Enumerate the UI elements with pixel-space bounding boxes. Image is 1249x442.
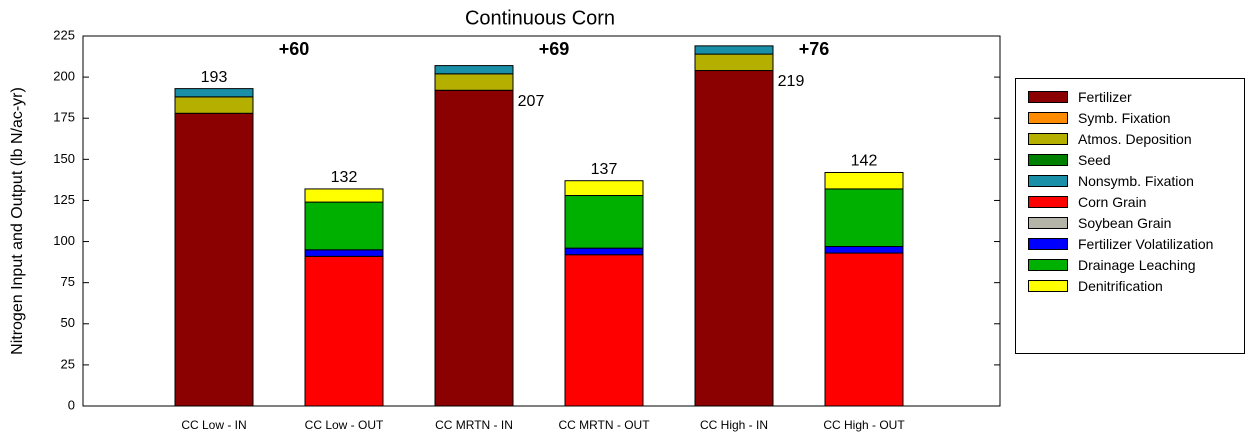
y-axis-label: Nitrogen Input and Output (lb N/ac-yr) (9, 87, 26, 355)
legend-item: Symb. Fixation (1028, 110, 1244, 126)
legend-item: Nonsymb. Fixation (1028, 173, 1244, 189)
legend-swatch (1028, 154, 1068, 166)
x-tick-label: CC High - OUT (823, 418, 905, 432)
bar-segment (304, 201, 384, 251)
total-label: 137 (591, 161, 618, 178)
bar-segment (824, 245, 904, 254)
x-tick-label: CC Low - IN (181, 418, 246, 432)
legend-swatch (1028, 175, 1068, 187)
total-label: 219 (778, 73, 805, 90)
total-label: 132 (331, 169, 358, 186)
y-tick-label: 125 (53, 192, 75, 207)
x-tick-label: CC High - IN (700, 418, 768, 432)
bar-segment (434, 65, 514, 75)
x-tick-label: CC MRTN - IN (435, 418, 513, 432)
legend-swatch (1028, 259, 1068, 271)
legend-label: Denitrification (1078, 278, 1163, 294)
annotation: +76 (799, 39, 830, 59)
y-tick-label: 150 (53, 151, 75, 166)
legend-label: Corn Grain (1078, 194, 1147, 210)
legend-label: Soybean Grain (1078, 215, 1172, 231)
bar-segment (564, 180, 644, 197)
y-tick-label: 225 (53, 27, 75, 42)
annotation: +60 (279, 39, 310, 59)
legend-item: Denitrification (1028, 278, 1244, 294)
bar-segment (174, 112, 254, 407)
total-label: 142 (851, 153, 878, 170)
legend: Fertilizer Symb. Fixation Atmos. Depositio… (1015, 78, 1245, 354)
y-tick-label: 25 (61, 356, 75, 371)
y-tick-label: 200 (53, 69, 75, 84)
legend-item: Corn Grain (1028, 194, 1244, 210)
bar-segment (304, 255, 384, 407)
x-tick-label: CC Low - OUT (305, 418, 384, 432)
legend-label: Atmos. Deposition (1078, 131, 1192, 147)
legend-swatch (1028, 112, 1068, 124)
bar-segment (824, 252, 904, 407)
y-tick-label: 50 (61, 315, 75, 330)
legend-label: Symb. Fixation (1078, 110, 1171, 126)
legend-swatch (1028, 91, 1068, 103)
legend-label: Drainage Leaching (1078, 257, 1196, 273)
legend-item: Soybean Grain (1028, 215, 1244, 231)
legend-swatch (1028, 133, 1068, 145)
legend-label: Fertilizer (1078, 89, 1132, 105)
legend-label: Fertilizer Volatilization (1078, 236, 1214, 252)
bar-segment (694, 70, 774, 407)
bar-segment (174, 88, 254, 98)
bar-segment (694, 53, 774, 72)
legend-item: Atmos. Deposition (1028, 131, 1244, 147)
bar-segment (174, 96, 254, 114)
y-tick-label: 0 (68, 397, 75, 412)
legend-item: Drainage Leaching (1028, 257, 1244, 273)
bar-segment (824, 171, 904, 190)
y-tick-label: 175 (53, 110, 75, 125)
y-tick-label: 75 (61, 274, 75, 289)
bar-segment (434, 73, 514, 91)
plot: Continuous Corn Nitrogen Input and Outpu… (9, 7, 1001, 432)
chart-title: Continuous Corn (465, 7, 615, 29)
legend-swatch (1028, 280, 1068, 292)
bar-segment (564, 247, 644, 256)
legend-item: Fertilizer Volatilization (1028, 236, 1244, 252)
total-label: 207 (518, 93, 545, 110)
legend-swatch (1028, 238, 1068, 250)
legend-swatch (1028, 196, 1068, 208)
bar-segment (304, 249, 384, 257)
plot-frame (82, 35, 1001, 407)
bar-segment (824, 188, 904, 247)
bar-segment (564, 195, 644, 249)
bar-segment (564, 254, 644, 407)
x-tick-label: CC MRTN - OUT (558, 418, 650, 432)
legend-item: Seed (1028, 152, 1244, 168)
bar-segment (694, 45, 774, 55)
y-tick-label: 100 (53, 233, 75, 248)
legend-label: Seed (1078, 152, 1111, 168)
total-label: 193 (201, 69, 228, 86)
legend-item: Fertilizer (1028, 89, 1244, 105)
legend-swatch (1028, 217, 1068, 229)
bar-segment (434, 89, 514, 407)
annotation: +69 (539, 39, 570, 59)
bar-segment (304, 188, 384, 203)
legend-label: Nonsymb. Fixation (1078, 173, 1194, 189)
